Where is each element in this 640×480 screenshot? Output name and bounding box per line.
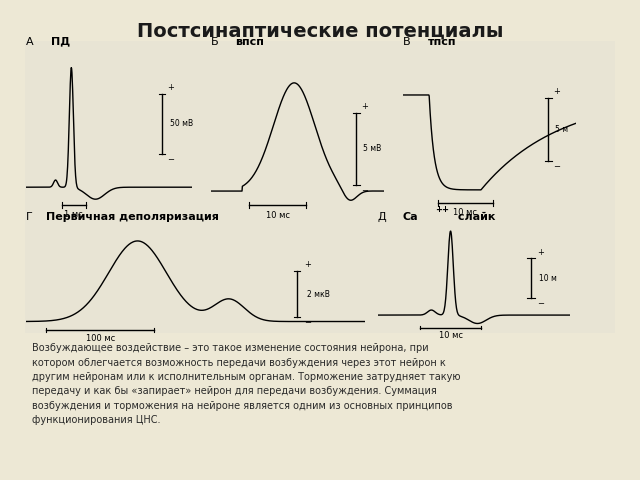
Text: впсп: впсп: [236, 36, 264, 47]
Text: ++: ++: [435, 205, 449, 214]
Text: +: +: [362, 102, 369, 111]
Text: Г: Г: [26, 212, 33, 222]
Text: 10 мс: 10 мс: [438, 331, 463, 340]
Text: ПД: ПД: [51, 36, 70, 47]
Text: Возбуждающее воздействие – это такое изменение состояния нейрона, при
котором об: Возбуждающее воздействие – это такое изм…: [32, 343, 461, 425]
Text: +: +: [537, 248, 544, 257]
Text: 10 мс: 10 мс: [453, 208, 477, 217]
Text: +: +: [167, 84, 174, 92]
Text: −: −: [554, 162, 561, 171]
Text: 50 мВ: 50 мВ: [170, 119, 193, 128]
Text: Б: Б: [211, 36, 219, 47]
Text: Первичная деполяризация: Первичная деполяризация: [46, 212, 219, 222]
Text: 5 м: 5 м: [556, 125, 568, 134]
Text: 10 м: 10 м: [539, 274, 557, 283]
Text: −: −: [167, 155, 174, 164]
Text: 10 мс: 10 мс: [266, 211, 290, 219]
Text: Ca: Ca: [403, 212, 418, 222]
Text: −: −: [304, 319, 311, 327]
Text: 100 мс: 100 мс: [86, 334, 115, 343]
Text: слайк: слайк: [454, 212, 496, 222]
Text: −: −: [537, 299, 544, 308]
Text: 1 мс: 1 мс: [65, 210, 83, 219]
Text: Постсинаптические потенциалы: Постсинаптические потенциалы: [137, 22, 503, 41]
Text: −: −: [362, 187, 369, 195]
Text: В: В: [403, 36, 411, 47]
Text: тпсп: тпсп: [428, 36, 456, 47]
Text: +: +: [554, 87, 561, 96]
Text: +: +: [304, 260, 310, 269]
Text: А: А: [26, 36, 33, 47]
Text: 2 мкВ: 2 мкВ: [307, 290, 330, 299]
Text: 5 мВ: 5 мВ: [364, 144, 381, 154]
FancyBboxPatch shape: [25, 41, 615, 333]
Text: Д: Д: [378, 212, 386, 222]
